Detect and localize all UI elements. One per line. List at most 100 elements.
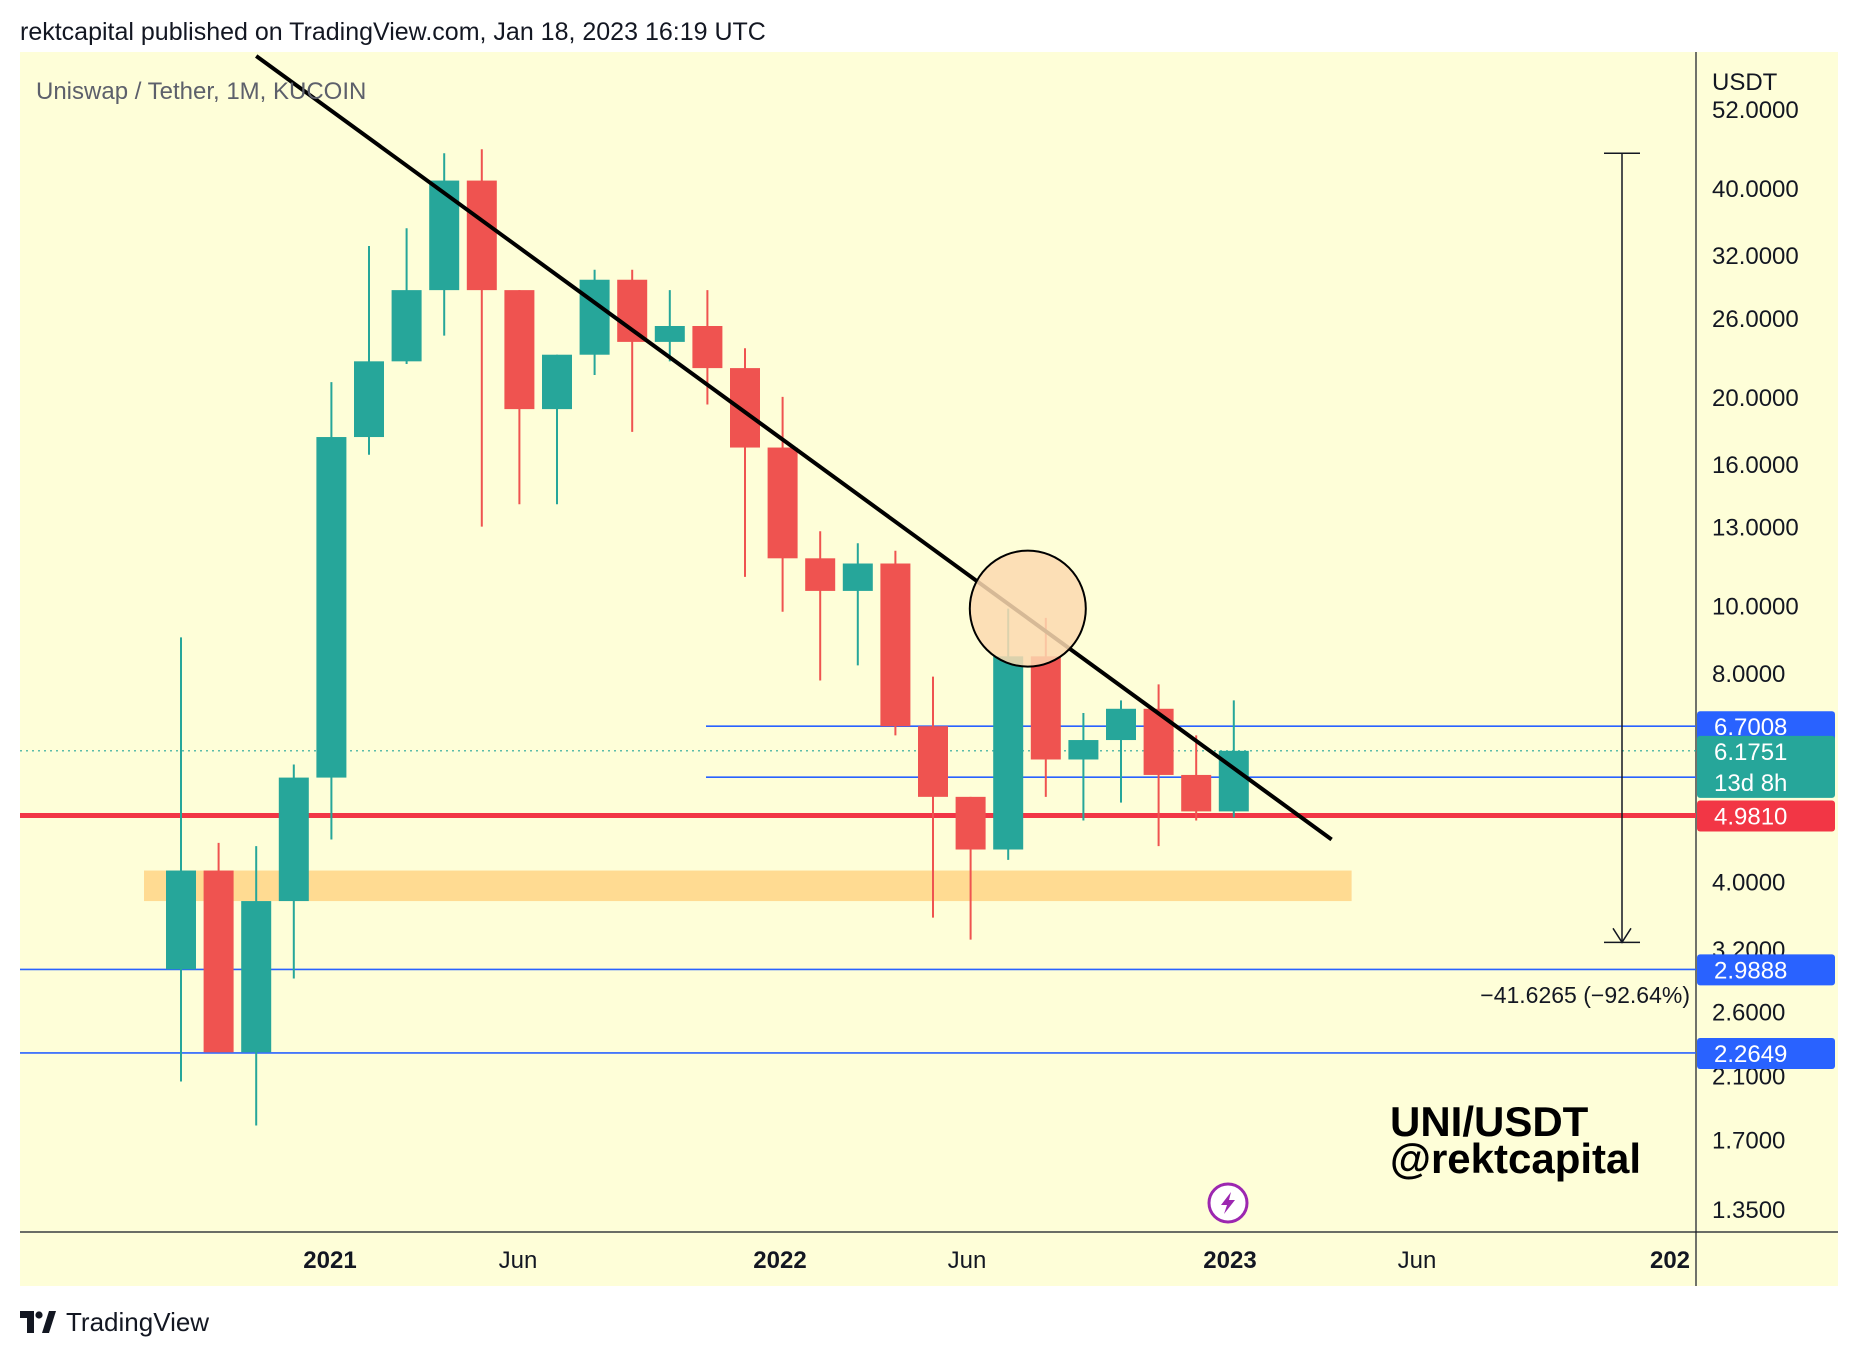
candle[interactable] [166,637,196,1082]
candle[interactable] [993,608,1024,860]
candle-body[interactable] [692,326,723,369]
y-tick-label: 1.3500 [1712,1197,1785,1224]
candle-body[interactable] [579,279,610,355]
zone-layer [144,870,1352,902]
y-tick-label: 4.0000 [1712,870,1785,897]
level-price-tag-text: 2.9888 [1714,957,1787,984]
candle-body[interactable] [1068,740,1099,760]
candle-body[interactable] [466,180,497,291]
current-price-tag-countdown: 13d 8h [1714,770,1787,797]
candle-body[interactable] [391,290,422,362]
watermark-author: @rektcapital [1390,1135,1641,1182]
candle[interactable] [880,550,911,736]
candle-body[interactable] [730,368,760,448]
candle-body[interactable] [993,656,1024,850]
support-price-tag[interactable]: 4.9810 [1697,800,1835,832]
candle-body[interactable] [880,563,911,727]
candle[interactable] [692,290,723,405]
candle[interactable] [579,269,610,376]
y-tick-label: 52.0000 [1712,97,1799,124]
support-zone [144,870,1352,902]
candle[interactable] [1068,713,1099,821]
lightning-icon-bolt [1221,1192,1235,1214]
tradingview-footer[interactable]: TradingView [20,1305,209,1339]
candle-body[interactable] [1030,656,1061,760]
y-tick-label: 10.0000 [1712,594,1799,621]
candle-body[interactable] [918,726,948,797]
y-tick-label: 1.7000 [1712,1127,1785,1154]
candle-body[interactable] [617,279,648,342]
candle[interactable] [542,354,572,505]
x-tick-label: 202 [1650,1247,1690,1274]
candle-body[interactable] [354,361,384,438]
current-price-tag-text: 6.1751 [1714,739,1787,766]
candle[interactable] [1181,735,1212,821]
candle-body[interactable] [241,901,272,1053]
symbol-label[interactable]: Uniswap / Tether, 1M, KUCOIN [36,78,366,105]
candle[interactable] [354,245,384,455]
y-tick-label: 32.0000 [1712,243,1799,270]
candle[interactable] [805,531,836,681]
y-tick-label: 2.6000 [1712,999,1785,1026]
candle-body[interactable] [429,180,460,291]
candle[interactable] [730,348,760,577]
candle-body[interactable] [654,326,685,342]
level-price-tag[interactable]: 2.2649 [1697,1037,1835,1069]
axis-currency-label: USDT [1712,69,1778,96]
x-tick-label: 2022 [753,1247,806,1274]
candle[interactable] [918,676,948,918]
level-price-tag-bg [1697,1037,1835,1069]
level-price-tag-bg [1697,954,1835,986]
level-price-tag[interactable]: 2.9888 [1697,954,1835,986]
lightning-icon[interactable] [1207,1182,1249,1224]
x-tick-label: 2023 [1203,1247,1256,1274]
support-price-tag-text: 4.9810 [1714,804,1787,831]
candle[interactable] [767,396,798,612]
candle-body[interactable] [504,290,535,410]
y-tick-label: 13.0000 [1712,515,1799,542]
measure-label: −41.6265 (−92.64%) [1480,982,1690,1008]
descending-trendline[interactable] [255,54,1333,842]
candle[interactable] [316,382,347,840]
tradingview-brand: TradingView [66,1306,210,1337]
current-price-tag[interactable]: 6.1751 13d 8h [1697,735,1835,798]
candle[interactable] [842,543,873,666]
overlay-layer [255,54,1640,1224]
candle[interactable] [466,149,497,527]
candle[interactable] [955,796,986,940]
x-tick-label: 2021 [303,1247,356,1274]
watermark-pair: UNI/USDT [1390,1098,1589,1145]
y-tick-label: 26.0000 [1712,306,1799,333]
y-tick-label: 40.0000 [1712,176,1799,203]
tradingview-logo-icon [20,1311,56,1333]
candle[interactable] [1106,700,1136,803]
candle-body[interactable] [203,870,234,1053]
candle-body[interactable] [805,558,836,591]
candle[interactable] [241,846,272,1126]
candle[interactable] [504,290,535,505]
candle-body[interactable] [1106,708,1136,741]
level-price-tag-text: 2.2649 [1714,1041,1787,1068]
publisher-header: rektcapital published on TradingView.com… [20,18,766,46]
candle-body[interactable] [278,777,309,902]
candle[interactable] [391,228,422,365]
candle-body[interactable] [842,563,873,591]
y-tick-label: 16.0000 [1712,452,1799,479]
candle[interactable] [278,764,309,979]
support-price-tag-bg [1697,800,1835,832]
current-price-tag-bg [1697,735,1835,798]
candle-body[interactable] [767,447,798,559]
candle-body[interactable] [542,354,572,410]
candle-body[interactable] [166,870,196,970]
candle-body[interactable] [316,437,347,778]
candle-body[interactable] [955,796,986,850]
candle-body[interactable] [1181,774,1212,812]
highlight-circle[interactable] [968,549,1087,668]
y-tick-label: 8.0000 [1712,661,1785,688]
candle[interactable] [203,842,234,1053]
candle[interactable] [1030,617,1061,797]
measure-arrow-head [1612,927,1632,944]
candle[interactable] [654,290,685,362]
